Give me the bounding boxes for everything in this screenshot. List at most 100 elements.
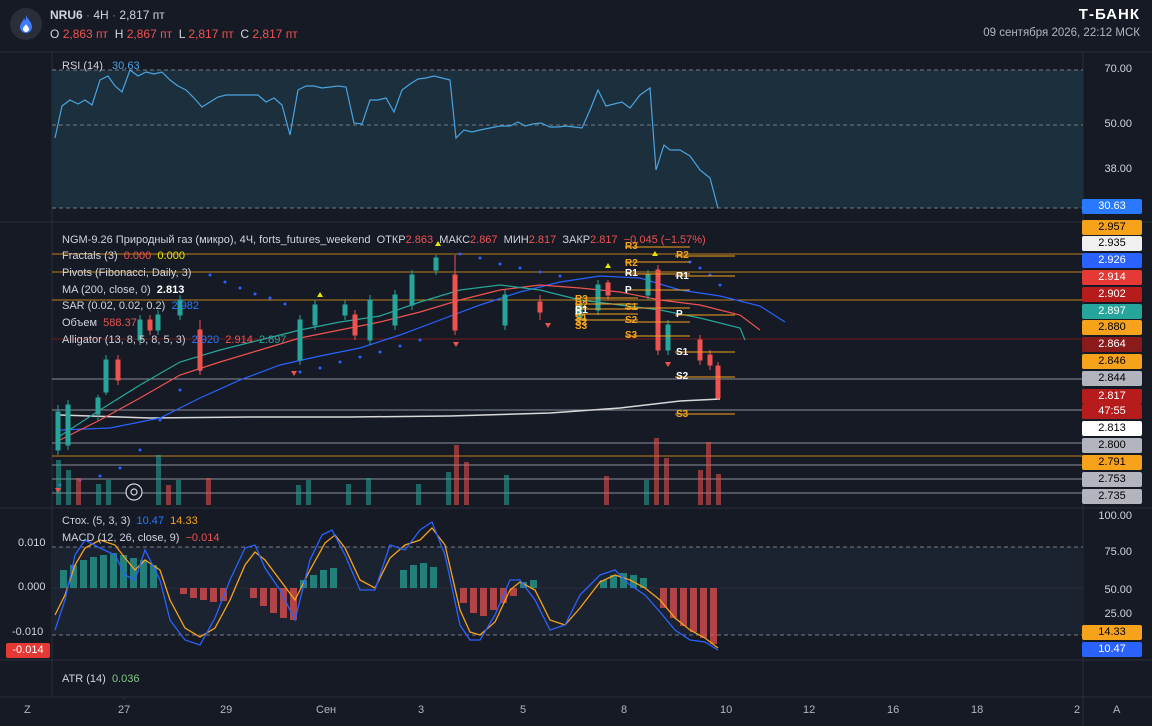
price-box: 2.800 — [1082, 438, 1142, 453]
volume-legend[interactable]: Объем 588.37 — [62, 317, 137, 329]
fractals-value-1: 0.000 — [123, 250, 152, 262]
pivot-label: R1 — [676, 271, 689, 282]
price-box: 2.914 — [1082, 270, 1142, 285]
ohlc-o-value: 2,863 пт — [62, 27, 109, 41]
sar-label: SAR (0.02, 0.02, 0.2) — [62, 300, 166, 312]
ohlc-line: O 2,863 пт H 2,867 пт L 2,817 пт C 2,817… — [50, 27, 298, 41]
change-value: −0.045 (−1.57%) — [623, 234, 706, 246]
atr-legend[interactable]: ATR (14) 0.036 — [62, 673, 139, 685]
pivot-label: P — [625, 285, 632, 296]
price-box: 2.753 — [1082, 472, 1142, 487]
flame-icon — [20, 15, 32, 33]
close-value: 2.817 — [590, 234, 618, 246]
macd-legend[interactable]: MACD (12, 26, close, 9) −0.014 — [62, 532, 219, 544]
time-label: 18 — [971, 704, 984, 716]
pivot-label: P — [575, 309, 582, 320]
macd-tick: 0.010 — [18, 537, 46, 549]
volume-label: Объем — [62, 317, 98, 329]
last-price: 2,817 пт — [119, 8, 165, 22]
fractals-legend[interactable]: Fractals (3) 0.000 0.000 — [62, 250, 185, 262]
main-legend-symbol[interactable]: NGM-9.26 Природный газ (микро), 4Ч, fort… — [62, 234, 706, 246]
pivot-label: S1 — [676, 347, 689, 358]
volume-value: 588.37 — [103, 317, 137, 329]
high-label: МАКС — [439, 234, 471, 246]
pivot-label: S3 — [625, 330, 638, 341]
ohlc-h-value: 2,867 пт — [126, 27, 173, 41]
low-value: 2.817 — [528, 234, 557, 246]
brand-logo: Т-БАНК — [1078, 6, 1140, 23]
rsi-tick-50: 50.00 — [1104, 118, 1132, 130]
price-box: 2.735 — [1082, 489, 1142, 504]
ma-legend[interactable]: MA (200, close, 0) 2.813 — [62, 284, 184, 296]
datetime: 09 сентября 2026, 22:12 МСК — [983, 27, 1140, 39]
pivots-legend[interactable]: Pivots (Fibonacci, Daily, 3) — [62, 267, 192, 279]
pivot-label: S3 — [575, 321, 588, 332]
stoch-tick: 75.00 — [1104, 546, 1132, 558]
symbol-description: NGM-9.26 Природный газ (микро), 4Ч, fort… — [62, 234, 371, 246]
rsi-current-box: 30.63 — [1082, 199, 1142, 214]
rsi-legend[interactable]: RSI (14) 30.63 — [62, 60, 140, 72]
timeframe[interactable]: 4H — [93, 8, 109, 22]
candles — [55, 255, 721, 455]
price-box: 2.935 — [1082, 236, 1142, 251]
instrument-logo[interactable] — [10, 8, 42, 40]
open-label: ОТКР — [376, 234, 406, 246]
replay-icon[interactable] — [125, 483, 143, 501]
pivot-label: R1 — [575, 305, 588, 316]
atr-label: ATR (14) — [62, 673, 106, 685]
stoch-k-value: 10.47 — [136, 515, 165, 527]
rsi-tick-38: 38.00 — [1104, 163, 1132, 175]
time-label: 27 — [118, 704, 131, 716]
pivot-label: P — [676, 309, 683, 320]
alligator-lips-value: 2.897 — [258, 334, 287, 346]
time-label: 2 — [1074, 704, 1081, 716]
alligator-teeth-value: 2.914 — [225, 334, 253, 346]
time-label: 10 — [720, 704, 733, 716]
axis-left-button[interactable]: Z — [24, 704, 31, 716]
rsi-panel — [52, 69, 1083, 209]
pivot-label: S2 — [625, 315, 638, 326]
rsi-value: 30.63 — [112, 60, 140, 72]
time-label: 5 — [520, 704, 527, 716]
time-label: 12 — [803, 704, 816, 716]
sar-legend[interactable]: SAR (0.02, 0.02, 0.2) 2.982 — [62, 300, 199, 312]
ohlc-o-label: O — [50, 27, 60, 41]
rsi-tick-70: 70.00 — [1104, 63, 1132, 75]
pivot-label: R3 — [575, 294, 588, 305]
price-box: 2.817 — [1082, 389, 1142, 404]
time-label: 3 — [418, 704, 425, 716]
price-box: 47:55 — [1082, 404, 1142, 419]
alligator-jaw-value: 2.920 — [191, 334, 220, 346]
macd-tick: 0.000 — [18, 581, 46, 593]
fractals-value-2: 0.000 — [157, 250, 185, 262]
price-box: 2.957 — [1082, 220, 1142, 235]
time-label: Сен — [316, 704, 337, 716]
open-value: 2.863 — [405, 234, 434, 246]
alligator-label: Alligator (13, 8, 5, 8, 5, 3) — [62, 334, 186, 346]
ticker-symbol[interactable]: NRU6 — [50, 8, 83, 22]
price-box: 2.880 — [1082, 320, 1142, 335]
pivot-label: S3 — [676, 409, 689, 420]
pivot-label: R2 — [575, 300, 588, 311]
stoch-k-box: 10.47 — [1082, 642, 1142, 657]
stoch-d-box: 14.33 — [1082, 625, 1142, 640]
macd-value: −0.014 — [185, 532, 220, 544]
price-box: 2.791 — [1082, 455, 1142, 470]
pivot-label: R2 — [676, 250, 689, 261]
stoch-legend[interactable]: Стох. (5, 3, 3) 10.47 14.33 — [62, 515, 198, 527]
rsi-line — [54, 69, 719, 209]
chart-header: NRU6 · 4H · 2,817 пт O 2,863 пт H 2,867 … — [0, 0, 1152, 50]
price-box: 2.926 — [1082, 253, 1142, 268]
ticker-line: NRU6 · 4H · 2,817 пт — [50, 8, 165, 22]
alligator-legend[interactable]: Alligator (13, 8, 5, 8, 5, 3) 2.920 2.91… — [62, 334, 286, 346]
ohlc-c-label: C — [240, 27, 250, 41]
macd-label: MACD (12, 26, close, 9) — [62, 532, 180, 544]
macd-current-box: -0.014 — [6, 643, 50, 658]
time-label: 29 — [220, 704, 233, 716]
price-box: 2.813 — [1082, 421, 1142, 436]
auto-scale-button[interactable]: A — [1113, 704, 1121, 716]
stoch-tick: 100.00 — [1098, 510, 1132, 522]
ohlc-h-label: H — [114, 27, 124, 41]
high-value: 2.867 — [470, 234, 498, 246]
